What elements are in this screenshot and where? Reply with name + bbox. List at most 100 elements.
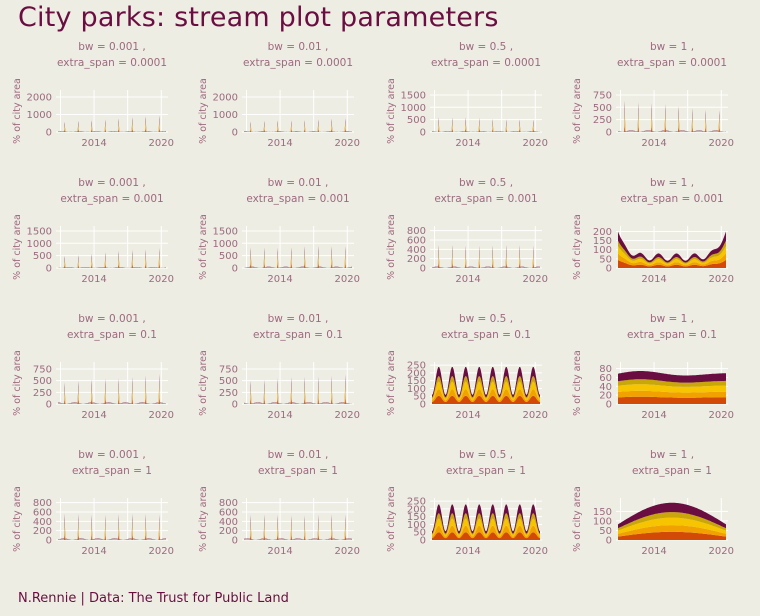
- stream-layer: [58, 385, 166, 404]
- y-axis-label: % of city area: [572, 486, 583, 552]
- panel-span-label: extra_span = 0.1: [253, 329, 343, 341]
- y-tick-label: 600: [219, 508, 238, 519]
- y-tick-label: 250: [33, 388, 52, 399]
- panel-bw-label: bw = 1 ,: [650, 449, 694, 461]
- panel-bw-label: bw = 0.001 ,: [78, 313, 145, 325]
- y-tick-label: 500: [219, 251, 238, 262]
- y-tick-label: 750: [219, 365, 238, 376]
- y-axis-label: % of city area: [198, 486, 209, 552]
- x-tick-label: 2020: [709, 546, 734, 557]
- y-tick-label: 800: [219, 498, 238, 509]
- y-tick-label: 150: [593, 236, 612, 247]
- y-tick-label: 1000: [401, 103, 426, 114]
- y-tick-label: 20: [599, 391, 612, 402]
- stream-layer: [244, 254, 352, 268]
- y-tick-label: 800: [407, 226, 426, 237]
- stream-layer: [58, 122, 166, 132]
- y-tick-label: 200: [593, 227, 612, 238]
- y-axis-label: % of city area: [386, 78, 397, 144]
- y-tick-label: 0: [232, 128, 238, 139]
- y-axis-label: % of city area: [572, 350, 583, 416]
- stream-layer: [618, 390, 726, 398]
- stream-layer: [618, 517, 726, 534]
- stream-layer: [244, 259, 352, 268]
- stream-layer: [244, 118, 352, 132]
- panel: bw = 0.5 , extra_span = 0.0001 % of city a…: [386, 41, 548, 149]
- y-tick-label: 250: [593, 115, 612, 126]
- stream-layer: [618, 253, 726, 267]
- panel-span-label: extra_span = 0.0001: [57, 57, 167, 69]
- y-tick-label: 250: [407, 361, 426, 372]
- y-tick-label: 400: [407, 245, 426, 256]
- y-tick-label: 150: [407, 376, 426, 387]
- y-tick-label: 0: [46, 264, 52, 275]
- y-tick-label: 500: [593, 103, 612, 114]
- y-tick-label: 50: [413, 392, 426, 403]
- x-tick-label: 2020: [335, 138, 360, 149]
- panel: bw = 1 , extra_span = 0.001 % of city area…: [572, 177, 734, 285]
- panel-span-label: extra_span = 1: [72, 465, 152, 477]
- y-tick-label: 1000: [27, 110, 52, 121]
- stream-layer: [432, 126, 540, 132]
- y-tick-label: 400: [33, 517, 52, 528]
- stream-layer: [432, 532, 540, 540]
- stream-layer: [244, 386, 352, 404]
- y-tick-label: 0: [606, 400, 612, 411]
- y-tick-label: 800: [33, 498, 52, 509]
- panel-bw-label: bw = 0.5 ,: [459, 177, 513, 189]
- x-tick-label: 2020: [709, 138, 734, 149]
- y-axis-label: % of city area: [12, 78, 23, 144]
- y-tick-label: 1500: [401, 90, 426, 101]
- y-axis-label: % of city area: [198, 214, 209, 280]
- x-tick-label: 2014: [267, 274, 292, 285]
- y-axis-label: % of city area: [12, 350, 23, 416]
- panel-span-label: extra_span = 0.001: [620, 193, 723, 205]
- panel-span-label: extra_span = 0.0001: [617, 57, 727, 69]
- x-tick-label: 2014: [455, 546, 480, 557]
- x-tick-label: 2014: [641, 274, 666, 285]
- panel-span-label: extra_span = 0.0001: [431, 57, 541, 69]
- stream-layer: [58, 125, 166, 132]
- y-tick-label: 100: [407, 384, 426, 395]
- x-tick-label: 2020: [523, 546, 548, 557]
- panel-bw-label: bw = 0.001 ,: [78, 41, 145, 53]
- x-tick-label: 2020: [149, 546, 174, 557]
- stream-layer: [58, 391, 166, 404]
- y-tick-label: 250: [407, 497, 426, 508]
- y-tick-label: 200: [407, 368, 426, 379]
- panel-bw-label: bw = 0.01 ,: [268, 177, 329, 189]
- x-tick-label: 2014: [267, 546, 292, 557]
- y-tick-label: 2000: [213, 93, 238, 104]
- y-tick-label: 0: [420, 128, 426, 139]
- stream-layer: [244, 245, 352, 268]
- stream-layer: [432, 395, 540, 404]
- x-tick-label: 2014: [81, 546, 106, 557]
- y-tick-label: 100: [593, 245, 612, 256]
- x-tick-label: 2020: [335, 546, 360, 557]
- y-tick-label: 100: [407, 520, 426, 531]
- y-tick-label: 250: [219, 388, 238, 399]
- x-tick-label: 2014: [641, 138, 666, 149]
- panel: bw = 0.001 , extra_span = 0.0001 % of city…: [12, 41, 174, 149]
- x-tick-label: 2020: [523, 138, 548, 149]
- stream-layer: [58, 115, 166, 132]
- stream-layer: [432, 244, 540, 268]
- y-tick-label: 40: [599, 382, 612, 393]
- y-tick-label: 600: [407, 236, 426, 247]
- caption: N.Rennie | Data: The Trust for Public La…: [18, 591, 289, 606]
- stream-layer: [58, 119, 166, 132]
- panel: bw = 0.001 , extra_span = 0.001 % of city …: [12, 177, 174, 285]
- stream-layer: [618, 512, 726, 531]
- y-tick-label: 500: [33, 376, 52, 387]
- panel-span-label: extra_span = 1: [446, 465, 526, 477]
- x-tick-label: 2014: [641, 546, 666, 557]
- y-tick-label: 150: [407, 512, 426, 523]
- x-tick-label: 2014: [267, 410, 292, 421]
- stream-layer: [618, 260, 726, 268]
- y-tick-label: 50: [413, 528, 426, 539]
- y-axis-label: % of city area: [386, 350, 397, 416]
- y-tick-label: 750: [33, 365, 52, 376]
- panel: bw = 0.001 , extra_span = 1 % of city area…: [12, 449, 174, 557]
- y-tick-label: 0: [420, 400, 426, 411]
